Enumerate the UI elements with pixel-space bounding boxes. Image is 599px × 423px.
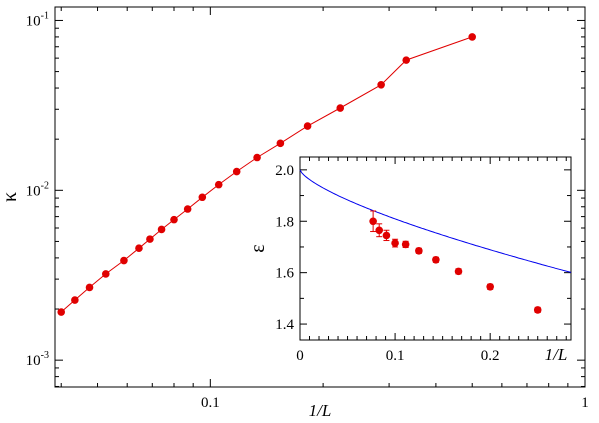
epsilon-point: [533, 306, 542, 314]
y-tick-label: 10-3: [26, 350, 49, 369]
kappa-point: [214, 180, 223, 189]
inset-x-axis: 0 0.1 0.2: [296, 157, 567, 364]
inset-y-tick-label: 1.4: [275, 317, 294, 333]
main-plot-frame: [54, 6, 586, 388]
kappa-point: [71, 296, 79, 304]
kappa-point: [170, 215, 178, 224]
kappa-point: [135, 244, 143, 253]
epsilon-point: [369, 217, 377, 226]
epsilon-point: [391, 239, 399, 247]
kappa-point: [57, 308, 66, 316]
epsilon-point: [454, 267, 463, 276]
kappa-point: [253, 153, 261, 162]
main-series: [57, 33, 477, 316]
inset-y-tick-label: 1.6: [275, 266, 294, 282]
kappa-point: [468, 33, 477, 41]
epsilon-point: [415, 247, 423, 255]
inset-x-tick-label: 0: [296, 348, 304, 364]
inset-chart: 0 0.1 0.2 1.4 1.6 1.8 2.0 1/L ε: [247, 156, 572, 364]
kappa-point: [377, 80, 385, 89]
epsilon-point: [382, 231, 391, 240]
y-tick-label: 10-1: [26, 10, 49, 29]
x-tick-label: 1: [581, 395, 589, 411]
kappa-point: [232, 167, 241, 176]
epsilon-point: [486, 282, 494, 291]
kappa-point: [120, 256, 128, 265]
inset-plot-frame: [299, 156, 572, 341]
inset-y-tick-label: 1.8: [275, 214, 294, 230]
inset-y-axis: 1.4 1.6 1.8 2.0: [275, 163, 571, 333]
y-tick-label: 10-2: [26, 180, 49, 199]
main-chart: 0.1 1 10-310-210-1 1/L κ: [0, 6, 589, 420]
y-tick-exponent: -2: [41, 180, 49, 191]
inset-y-tick-label: 2.0: [275, 163, 294, 179]
kappa-point: [276, 139, 285, 148]
epsilon-point: [401, 240, 410, 249]
x-tick-label: 0.1: [201, 395, 220, 411]
epsilon-point: [375, 226, 384, 235]
inset-x-axis-title: 1/L: [545, 345, 568, 364]
kappa-point: [157, 225, 166, 234]
kappa-point: [336, 104, 345, 112]
main-x-axis: 0.1 1: [60, 7, 589, 411]
inset-x-tick-label: 0.1: [386, 348, 405, 364]
fit-curve: [299, 169, 572, 273]
kappa-point: [146, 235, 154, 243]
kappa-point: [183, 205, 192, 213]
kappa-point: [101, 270, 110, 278]
inset-series: [299, 169, 572, 314]
kappa-point: [402, 56, 411, 64]
kappa-point: [303, 122, 312, 130]
main-y-axis-title: κ: [0, 192, 21, 202]
y-tick-exponent: -3: [41, 350, 49, 361]
epsilon-point: [432, 256, 440, 264]
inset-y-axis-title: ε: [247, 244, 269, 252]
y-tick-exponent: -1: [41, 10, 49, 21]
main-x-axis-title: 1/L: [309, 401, 332, 420]
kappa-point: [198, 193, 207, 202]
kappa-point: [85, 283, 94, 292]
inset-x-tick-label: 0.2: [481, 348, 500, 364]
